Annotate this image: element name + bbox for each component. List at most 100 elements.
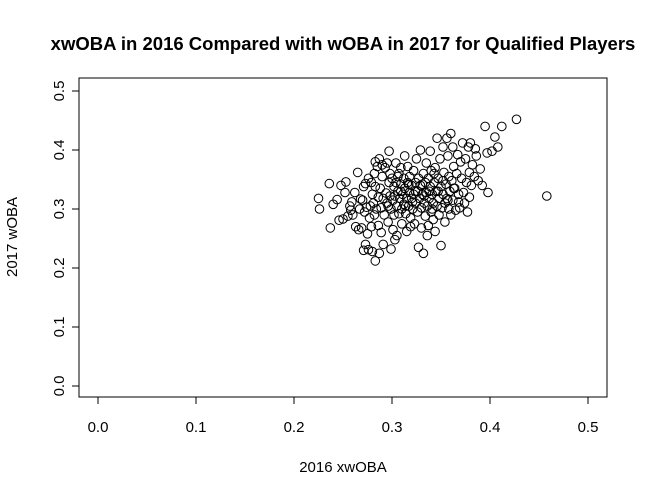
data-point bbox=[372, 161, 383, 172]
data-point bbox=[388, 224, 398, 235]
data-point bbox=[384, 146, 394, 156]
data-point bbox=[383, 201, 393, 211]
data-point bbox=[403, 179, 414, 189]
data-point bbox=[338, 214, 348, 224]
data-point bbox=[325, 223, 336, 233]
data-point bbox=[366, 221, 377, 232]
x-tick-label: 0.5 bbox=[578, 419, 599, 436]
data-point bbox=[430, 226, 440, 237]
data-point bbox=[416, 223, 427, 233]
data-point bbox=[435, 154, 445, 164]
data-point bbox=[413, 242, 424, 253]
data-point bbox=[350, 187, 360, 198]
data-point bbox=[438, 142, 448, 152]
data-point bbox=[436, 240, 446, 251]
data-point bbox=[482, 148, 492, 158]
data-point bbox=[360, 239, 371, 250]
data-point bbox=[350, 221, 361, 232]
y-tick-label: 0.4 bbox=[51, 140, 68, 161]
x-tick-label: 0.4 bbox=[480, 419, 501, 436]
data-point bbox=[343, 211, 353, 221]
data-point bbox=[411, 154, 422, 164]
data-point bbox=[386, 204, 396, 214]
data-point bbox=[376, 227, 387, 238]
data-point bbox=[421, 158, 432, 168]
data-point bbox=[386, 244, 396, 254]
data-point bbox=[430, 162, 440, 173]
data-point bbox=[401, 193, 412, 204]
data-point bbox=[511, 114, 522, 125]
data-point bbox=[448, 195, 458, 205]
data-point bbox=[407, 197, 418, 207]
data-point bbox=[542, 191, 552, 201]
data-point bbox=[382, 158, 392, 168]
data-point bbox=[324, 178, 335, 189]
data-point bbox=[459, 198, 470, 208]
data-point bbox=[393, 171, 403, 182]
data-point bbox=[443, 151, 453, 161]
data-point bbox=[451, 168, 462, 179]
data-point bbox=[408, 165, 419, 176]
data-point bbox=[383, 217, 393, 227]
data-point bbox=[391, 177, 401, 188]
data-point bbox=[373, 192, 384, 202]
data-point bbox=[487, 146, 497, 156]
data-point bbox=[379, 210, 390, 220]
data-point bbox=[475, 164, 486, 174]
data-point bbox=[374, 248, 385, 259]
data-point bbox=[341, 177, 351, 187]
x-tick-label: 0.3 bbox=[382, 419, 403, 436]
data-point bbox=[345, 201, 355, 211]
data-point bbox=[362, 229, 373, 239]
data-point bbox=[417, 179, 428, 189]
data-point bbox=[352, 167, 363, 178]
data-point bbox=[425, 146, 436, 156]
data-point bbox=[358, 245, 369, 256]
data-point bbox=[354, 204, 365, 214]
y-tick-label: 0.2 bbox=[51, 258, 68, 279]
y-tick-label: 0.1 bbox=[51, 317, 68, 338]
data-point bbox=[497, 121, 507, 132]
data-point bbox=[453, 189, 464, 200]
data-point bbox=[470, 144, 481, 154]
y-axis-label: 2017 wOBA bbox=[4, 197, 21, 277]
data-point bbox=[378, 239, 389, 250]
x-tick-label: 0.0 bbox=[88, 419, 109, 436]
data-point bbox=[340, 187, 350, 198]
data-point bbox=[427, 204, 438, 214]
y-tick-label: 0.5 bbox=[51, 81, 68, 102]
x-tick-label: 0.1 bbox=[186, 419, 207, 436]
data-point bbox=[448, 142, 458, 152]
data-point bbox=[389, 210, 399, 220]
data-point bbox=[399, 151, 410, 161]
x-axis-label: 2016 xwOBA bbox=[299, 459, 387, 476]
data-point bbox=[396, 162, 406, 173]
data-point bbox=[422, 230, 433, 241]
data-point bbox=[370, 181, 381, 192]
data-point bbox=[448, 183, 459, 194]
y-tick-label: 0.0 bbox=[51, 376, 68, 397]
data-point bbox=[385, 168, 395, 179]
data-point bbox=[355, 194, 366, 204]
data-point bbox=[360, 178, 371, 189]
x-tick-label: 0.2 bbox=[284, 419, 305, 436]
data-point bbox=[483, 187, 493, 198]
data-point bbox=[455, 157, 466, 167]
data-point bbox=[399, 199, 409, 210]
data-point bbox=[375, 183, 386, 194]
data-point bbox=[446, 128, 456, 139]
data-point bbox=[415, 180, 426, 191]
data-point bbox=[336, 180, 346, 191]
data-point bbox=[394, 208, 404, 219]
data-point bbox=[371, 204, 382, 214]
data-point bbox=[471, 151, 482, 161]
data-point bbox=[348, 210, 358, 220]
data-point bbox=[440, 217, 450, 227]
data-point bbox=[466, 180, 477, 191]
data-point bbox=[428, 214, 439, 225]
data-point bbox=[416, 203, 427, 213]
data-point bbox=[465, 138, 476, 148]
data-point bbox=[405, 221, 416, 232]
data-point bbox=[432, 133, 442, 143]
data-point bbox=[356, 223, 367, 233]
